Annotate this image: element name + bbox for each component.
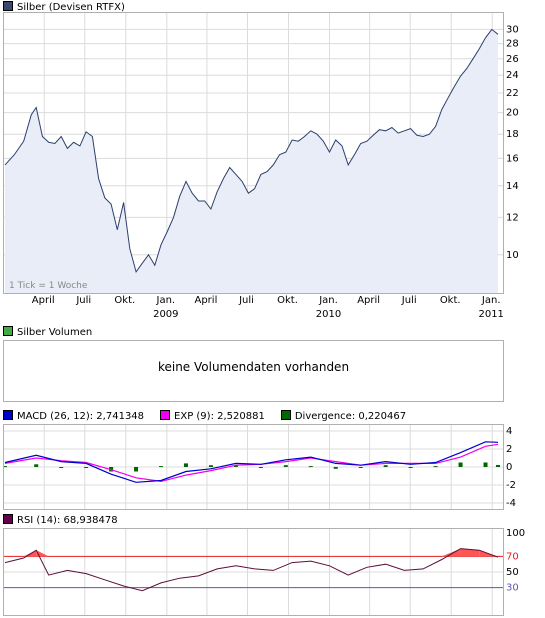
price-x-month-label: Juli [75,295,91,306]
divergence-bar [483,462,488,467]
divergence-bar [496,465,500,467]
price-x-month-label: April [32,295,55,306]
rsi-swatch [3,514,13,524]
divergence-bar [3,466,7,468]
divergence-bar [34,464,39,467]
rsi-line [4,548,499,592]
divergence-bar [283,465,288,467]
price-y-tick-label: 16 [506,153,519,164]
rsi-panel [3,528,504,616]
price-x-month-label: Okt. [277,295,298,306]
price-x-month-label: April [357,295,380,306]
price-x-axis: April Juli Okt. Jan. April Juli Okt. Jan. April J… [32,295,504,320]
price-x-month-label: Juli [401,295,417,306]
price-y-tick-label: 20 [506,108,519,119]
rsi-y-tick-label: 70 [506,551,519,562]
macd-chart [3,425,503,509]
macd-y-tick-label: -2 [506,480,516,491]
price-x-month-label: Okt. [440,295,461,306]
volume-legend-label: Silber Volumen [17,327,93,338]
price-x-month-label: Okt. [114,295,135,306]
price-x-year-label: 2011 [478,309,503,320]
divergence-bar [308,466,313,468]
price-x-year-label: 2009 [153,309,178,320]
price-y-tick-label: 18 [506,129,519,140]
divergence-bar [159,466,164,468]
macd-y-tick-label: 4 [506,426,512,437]
price-swatch [3,1,13,11]
divergence-bar [458,462,463,467]
price-x-month-label: Jan. [481,295,501,306]
rsi-y-tick-label: 50 [506,567,519,578]
rsi-chart [4,529,503,615]
divergence-bar [59,467,64,468]
divergence-bar [333,467,338,469]
volume-legend: Silber Volumen [3,326,92,339]
divergence-bar [433,466,438,468]
rsi-overbought-fill [460,548,480,557]
exp-legend-label: EXP (9): 2,520881 [174,411,265,422]
rsi-y-tick-label: 100 [506,528,525,539]
divergence-bar [233,465,238,467]
price-x-year-label: 2010 [316,309,341,320]
price-line [4,28,499,274]
macd-line [4,441,499,483]
exp-swatch [160,410,171,420]
price-y-tick-label: 12 [506,212,519,223]
price-y-tick-label: 22 [506,88,519,99]
macd-legend-label: MACD (26, 12): 2,741348 [17,411,145,422]
volume-swatch [3,326,13,336]
divergence-bar [183,463,188,467]
macd-y-tick-label: 2 [506,444,512,455]
price-y-axis: 10 12 14 16 18 20 22 24 26 28 30 [506,24,519,261]
divergence-bar [408,467,413,468]
macd-y-tick-label: 0 [506,462,512,473]
price-chart-panel: 1 Tick = 1 Woche [3,12,504,294]
price-y-tick-label: 14 [506,181,519,192]
volume-panel: keine Volumendaten vorhanden [3,340,504,402]
rsi-overbought-fill [441,548,461,557]
rsi-y-axis: 30 50 70 100 [506,528,525,594]
no-volume-message: keine Volumendaten vorhanden [157,360,350,374]
price-y-tick-label: 26 [506,54,519,65]
divergence-bar [358,467,363,468]
rsi-overbought-fill [23,550,37,557]
tick-footnote: 1 Tick = 1 Woche [9,281,88,291]
rsi-legend: RSI (14): 68,938478 [3,514,118,527]
divergence-bar [84,467,89,468]
price-y-tick-label: 24 [506,70,519,81]
macd-swatch [3,410,13,420]
price-y-tick-label: 28 [506,39,519,50]
rsi-y-tick-label: 30 [506,583,519,594]
divergence-bar [134,467,139,472]
divergence-bar [383,465,388,467]
price-x-month-label: Juli [238,295,254,306]
macd-y-axis: -4 -2 0 2 4 [506,426,516,509]
price-y-tick-label: 30 [506,24,519,35]
price-x-month-label: Jan. [318,295,338,306]
price-legend: Silber (Devisen RTFX) [3,1,125,14]
macd-legend: MACD (26, 12): 2,741348 EXP (9): 2,520881… [3,410,406,423]
price-x-month-label: April [194,295,217,306]
divergence-swatch [280,410,291,420]
price-legend-label: Silber (Devisen RTFX) [17,2,125,13]
divergence-bar [258,467,263,468]
price-x-month-label: Jan. [156,295,176,306]
rsi-legend-label: RSI (14): 68,938478 [17,515,118,526]
price-y-tick-label: 10 [506,250,519,261]
price-area [5,29,498,294]
macd-panel [3,424,504,510]
macd-y-tick-label: -4 [506,498,516,509]
rsi-overbought-fill [36,550,49,557]
price-chart [4,13,503,294]
divergence-legend-label: Divergence: 0,220467 [294,411,407,422]
divergence-bar [208,465,213,467]
